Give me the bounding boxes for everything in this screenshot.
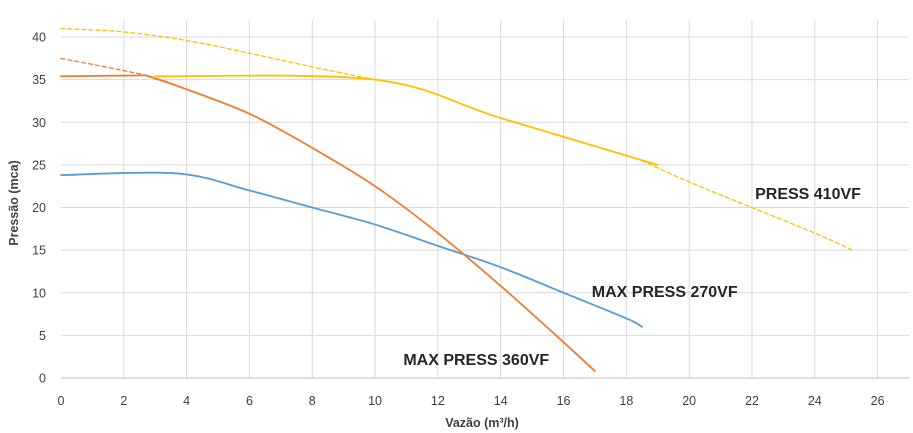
y-axis-title: Pressão (mca) — [7, 160, 21, 245]
x-tick-label: 10 — [368, 394, 382, 408]
x-tick-label: 20 — [682, 394, 696, 408]
series-0 — [60, 171, 643, 328]
x-tick-label: 14 — [494, 394, 508, 408]
x-tick-label: 8 — [309, 394, 316, 408]
x-tick-labels: 0 2 4 6 8 10 12 14 16 18 20 22 24 26 — [58, 394, 885, 408]
series-label: PRESS 410VF — [755, 186, 861, 203]
y-tick-label: 40 — [32, 31, 46, 45]
y-tick-label: 15 — [32, 244, 46, 258]
y-tick-label: 25 — [32, 158, 46, 172]
x-tick-label: 4 — [183, 394, 190, 408]
x-tick-label: 6 — [246, 394, 253, 408]
x-tick-label: 18 — [619, 394, 633, 408]
series-label: MAX PRESS 360VF — [403, 352, 549, 369]
y-tick-labels: 0 5 10 15 20 25 30 35 40 — [32, 31, 46, 386]
series-line-2-solid-1 — [154, 74, 659, 166]
x-tick-label: 22 — [745, 394, 759, 408]
series-1 — [60, 57, 596, 373]
series-line-1-solid-0 — [60, 74, 147, 78]
series-line-1-solid-2 — [144, 74, 596, 373]
series-annotations: PRESS 410VF MAX PRESS 270VF MAX PRESS 360V… — [403, 186, 861, 369]
x-tick-label: 26 — [871, 394, 885, 408]
series-line-0-solid-0 — [60, 171, 643, 328]
y-tick-label: 35 — [32, 73, 46, 87]
y-tick-label: 30 — [32, 116, 46, 130]
x-tick-label: 2 — [120, 394, 127, 408]
y-tick-label: 0 — [39, 372, 46, 386]
series-line-1-dashed-1 — [60, 57, 185, 89]
y-tick-label: 5 — [39, 329, 46, 343]
series-lines — [60, 27, 854, 373]
x-tick-label: 0 — [58, 394, 65, 408]
series-line-2-dashed-2 — [641, 159, 854, 251]
y-tick-label: 10 — [32, 286, 46, 300]
x-axis-title: Vazão (m³/h) — [445, 416, 519, 430]
x-tick-label: 24 — [808, 394, 822, 408]
x-tick-label: 12 — [431, 394, 445, 408]
x-tick-label: 16 — [557, 394, 571, 408]
grid — [61, 20, 909, 378]
series-line-2-dashed-0 — [60, 27, 376, 81]
series-label: MAX PRESS 270VF — [592, 284, 738, 301]
y-tick-label: 20 — [32, 201, 46, 215]
series-2 — [60, 27, 854, 251]
